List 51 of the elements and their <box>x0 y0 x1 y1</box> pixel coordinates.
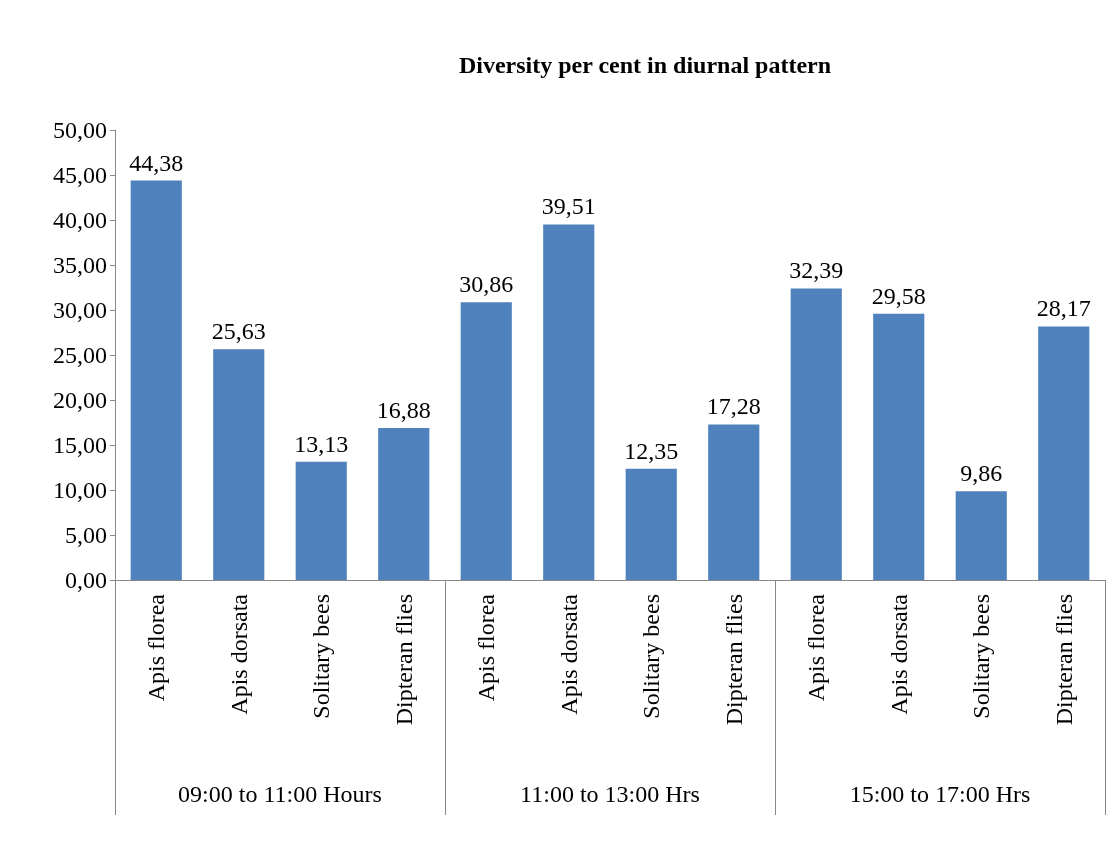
x-tick-label: Apis florea <box>473 593 500 702</box>
data-label: 32,39 <box>789 257 844 284</box>
x-tick-label: Dipteran flies <box>390 594 417 726</box>
data-label: 9,86 <box>960 460 1003 487</box>
x-tick-label: Apis florea <box>143 593 170 702</box>
text: 09:00 to 11:00 Hours <box>178 781 382 807</box>
data-label: 30,86 <box>459 271 514 298</box>
data-label: 29,58 <box>871 282 926 309</box>
chart-title: Diversity per cent in diurnal pattern <box>458 52 832 78</box>
data-label: 25,63 <box>211 318 266 345</box>
y-tick-label: 5,00 <box>65 522 107 548</box>
bar <box>625 468 677 580</box>
bar <box>295 461 347 580</box>
x-tick-label: Apis dorsata <box>885 593 912 715</box>
x-tick-label: Apis dorsata <box>555 593 582 715</box>
data-label: 17,28 <box>706 393 761 420</box>
bar <box>378 428 430 580</box>
data-label: 44,38 <box>129 149 184 176</box>
data-label: 39,51 <box>541 193 596 220</box>
y-tick-label: 10,00 <box>53 477 107 503</box>
bar <box>1038 326 1090 580</box>
bar <box>873 313 925 580</box>
y-tick-label: 45,00 <box>53 162 107 188</box>
x-tick-label: Dipteran flies <box>720 594 747 726</box>
text: 11:00 to 13:00 Hrs <box>520 781 700 807</box>
bar <box>213 349 265 580</box>
y-tick-label: 0,00 <box>65 567 107 593</box>
x-tick-label: Apis florea <box>803 593 830 702</box>
text: 15:00 to 17:00 Hrs <box>849 781 1031 807</box>
y-tick-label: 40,00 <box>53 207 107 233</box>
bar <box>790 288 842 580</box>
bar <box>130 180 182 580</box>
x-tick-label: Dipteran flies <box>1050 594 1077 726</box>
y-tick-label: 50,00 <box>53 117 107 143</box>
x-tick-label: Solitary bees <box>308 594 335 719</box>
bar <box>460 302 512 580</box>
bar <box>543 224 595 580</box>
x-tick-label: Apis dorsata <box>225 593 252 715</box>
data-label: 28,17 <box>1036 295 1091 322</box>
bar <box>955 491 1007 580</box>
y-tick-label: 15,00 <box>53 432 107 458</box>
data-label: 16,88 <box>376 397 431 424</box>
data-label: 12,35 <box>624 437 679 464</box>
data-label: 13,13 <box>294 430 349 457</box>
x-tick-label: Solitary bees <box>638 594 665 719</box>
y-tick-label: 20,00 <box>53 387 107 413</box>
y-tick-label: 25,00 <box>53 342 107 368</box>
y-tick-label: 35,00 <box>53 252 107 278</box>
y-tick-label: 30,00 <box>53 297 107 323</box>
bar <box>708 424 760 580</box>
x-tick-label: Solitary bees <box>968 594 995 719</box>
